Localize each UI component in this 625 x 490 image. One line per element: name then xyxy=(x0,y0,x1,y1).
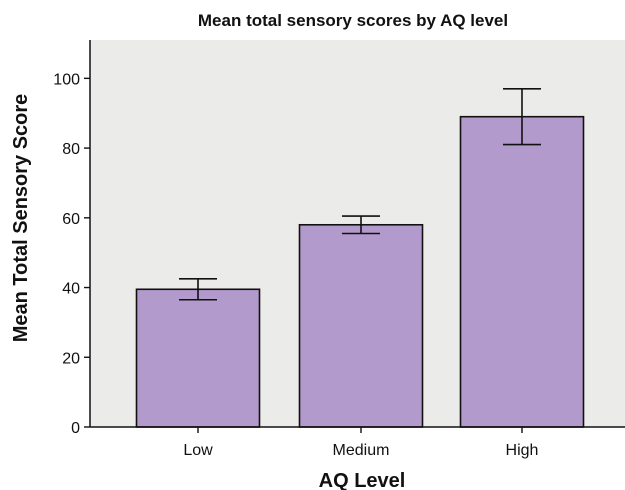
y-axis-title: Mean Total Sensory Score xyxy=(10,94,32,343)
y-tick-label: 0 xyxy=(71,420,80,437)
y-tick-label: 40 xyxy=(62,281,80,298)
error-bar-low xyxy=(179,278,217,301)
error-bar-medium xyxy=(342,215,380,235)
x-tick-label: Low xyxy=(183,442,213,459)
y-tick-label: 60 xyxy=(62,211,80,228)
x-axis-title: AQ Level xyxy=(319,470,406,490)
bar-medium xyxy=(298,223,424,428)
bar-high xyxy=(459,115,585,428)
y-tick-label: 100 xyxy=(53,71,80,88)
x-tick-label: High xyxy=(506,442,539,459)
error-bar-high xyxy=(503,88,541,146)
x-tick-label: Medium xyxy=(333,442,390,459)
bar-low xyxy=(135,288,261,428)
chart-title: Mean total sensory scores by AQ level xyxy=(198,11,508,30)
y-tick-label: 80 xyxy=(62,141,80,158)
y-tick-label: 20 xyxy=(62,350,80,367)
